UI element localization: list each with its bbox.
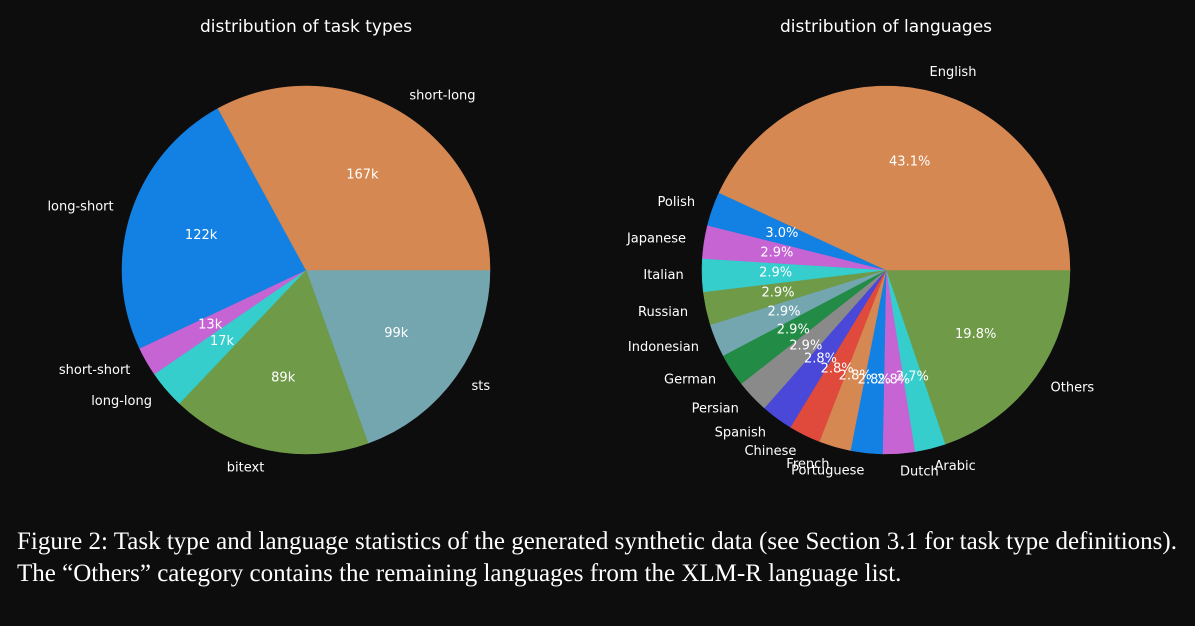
slice-label: Spanish xyxy=(715,426,766,441)
pie-slice-short-long xyxy=(217,85,491,271)
slice-value-label: 89k xyxy=(271,371,296,386)
slice-value-label: 2.7% xyxy=(896,370,929,385)
slice-label: German xyxy=(664,373,716,388)
slice-value-label: 3.0% xyxy=(765,226,798,241)
slice-label: Arabic xyxy=(935,459,976,474)
slice-label: short-long xyxy=(409,89,475,104)
slice-value-label: 2.8% xyxy=(839,369,872,384)
pie-slice-bitext xyxy=(179,269,369,455)
pie-slice-others xyxy=(885,269,1071,445)
slice-value-label: 2.9% xyxy=(777,323,810,338)
pie-slice-sts xyxy=(305,269,491,444)
slice-label: Russian xyxy=(638,305,688,320)
slice-label: Polish xyxy=(658,195,696,210)
figure-caption: Figure 2: Task type and language statist… xyxy=(17,528,1177,587)
language-pie-chart: distribution of languages English 43.1% Po… xyxy=(626,17,1094,479)
slice-value-label: 2.9% xyxy=(767,305,800,320)
slice-value-label: 2.9% xyxy=(759,266,792,281)
slice-label: Indonesian xyxy=(628,340,699,355)
slice-value-label: 19.8% xyxy=(955,327,996,342)
slice-value-label: 2.8% xyxy=(858,372,891,387)
pie-slice-english xyxy=(718,85,1071,271)
task-type-pie-chart: distribution of task types short-long 167… xyxy=(47,17,490,476)
slice-label: Dutch xyxy=(900,464,939,479)
pie-slice-long-short xyxy=(121,108,307,349)
slice-label: long-short xyxy=(47,200,113,215)
slice-value-label: 2.8% xyxy=(877,373,910,388)
slice-label: short-short xyxy=(59,363,131,378)
slice-label: Japanese xyxy=(626,232,686,247)
slice-label: Persian xyxy=(692,402,739,417)
slice-value-label: 2.9% xyxy=(789,338,822,353)
slice-value-label: 17k xyxy=(210,334,235,349)
slice-value-label: 13k xyxy=(198,317,223,332)
slice-label: Others xyxy=(1051,380,1095,395)
slice-label: English xyxy=(930,65,977,80)
slice-label: Portuguese xyxy=(791,464,864,479)
slice-label: Italian xyxy=(643,268,683,283)
slice-label: French xyxy=(786,457,829,472)
chart-title: distribution of languages xyxy=(780,17,992,37)
slice-label: long-long xyxy=(91,394,152,409)
slice-value-label: 2.8% xyxy=(804,351,837,366)
slice-value-label: 43.1% xyxy=(889,155,930,170)
slice-label: Chinese xyxy=(744,444,796,459)
figure-charts: distribution of task types short-long 167… xyxy=(47,17,1094,479)
slice-value-label: 2.9% xyxy=(760,246,793,261)
slice-label: sts xyxy=(472,379,491,394)
slice-value-label: 2.8% xyxy=(821,362,854,377)
slice-value-label: 2.9% xyxy=(761,286,794,301)
chart-title: distribution of task types xyxy=(200,17,412,37)
slice-value-label: 122k xyxy=(185,228,218,243)
slice-label: bitext xyxy=(227,461,265,476)
slice-value-label: 167k xyxy=(346,168,379,183)
slice-value-label: 99k xyxy=(384,326,409,341)
